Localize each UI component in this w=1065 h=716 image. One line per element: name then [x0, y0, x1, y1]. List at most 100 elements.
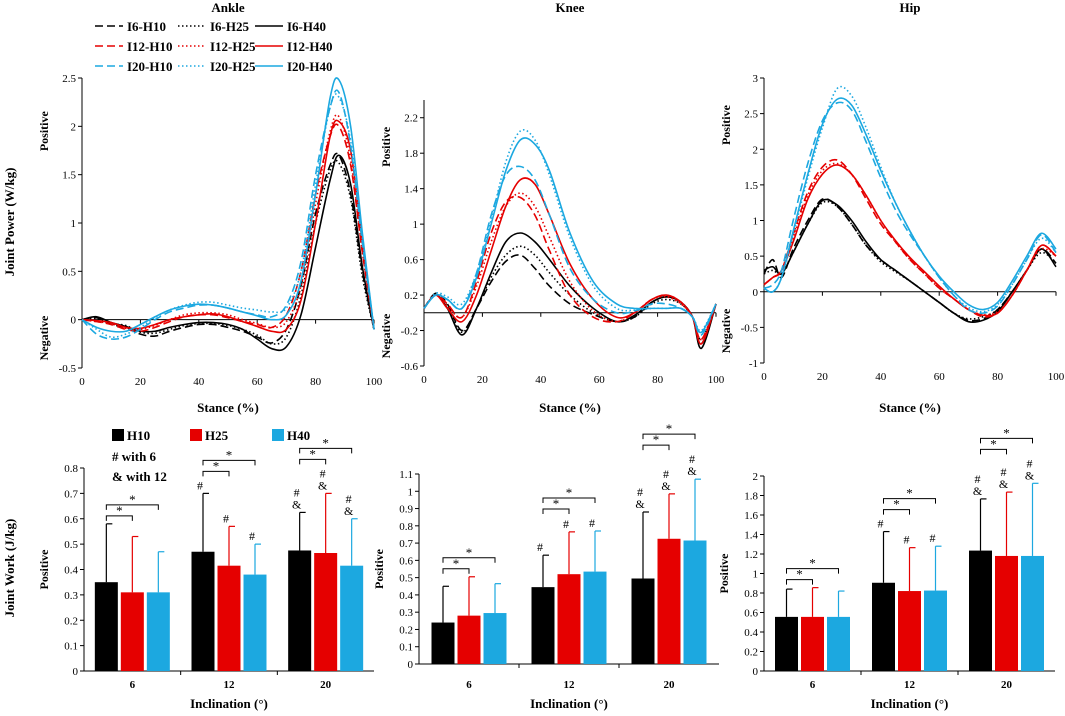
work-panel-ankle: 0 0.1 0.2 0.3 0.4 0.5 0.6 0.7 0.8 Inclination (°)… [37, 435, 374, 711]
x-tick-label: 100 [366, 376, 383, 388]
significance-mark: # [223, 511, 229, 525]
significance-bracket [980, 437, 1033, 444]
x-tick-label: 80 [992, 371, 1004, 383]
y-tick-label: 1.8 [744, 491, 758, 503]
x-axis-label: Stance (%) [539, 400, 601, 415]
category-label: 6 [130, 679, 136, 691]
bar-h10-20 [288, 550, 312, 671]
legend-label-i20-h10: I20-H10 [127, 59, 173, 74]
bar-h40-6 [827, 616, 850, 671]
y-tick-label: 0.6 [399, 555, 413, 567]
significance-mark: # [537, 540, 543, 554]
legend-label-h25: H25 [205, 428, 229, 443]
significance-mark: & [1025, 468, 1035, 482]
y-tick-label: 0.7 [64, 488, 78, 500]
series-line-i20-h10 [423, 165, 717, 336]
bar-h40-6 [483, 613, 507, 664]
y-tick-label: 2.2 [404, 113, 418, 125]
y-tick-label: 0 [753, 666, 759, 678]
y-tick-label: 0.4 [744, 627, 758, 639]
bracket-star: * [553, 496, 560, 511]
y-tick-label: 0 [71, 315, 77, 327]
significance-mark: # [197, 478, 203, 492]
significance-mark: # [589, 516, 595, 530]
x-tick-label: 40 [535, 374, 547, 386]
bracket-star: * [309, 446, 316, 461]
series-line-i20-h10 [763, 101, 1057, 315]
y-tick-label: -0.5 [741, 322, 759, 334]
category-label: 6 [810, 679, 816, 691]
significance-mark: # [1027, 456, 1033, 470]
y-tick-label: 0.8 [64, 463, 78, 475]
significance-mark: & [661, 479, 671, 493]
bar-h40-20 [683, 540, 707, 664]
category-label: 12 [564, 679, 576, 691]
significance-bracket [980, 448, 1007, 455]
y-tick-label: 1.6 [744, 510, 758, 522]
significance-bracket [883, 509, 910, 515]
y-tick-label: 1.4 [404, 184, 418, 196]
significance-bracket [883, 498, 936, 504]
negative-label: Negative [719, 308, 733, 353]
significance-bracket [642, 433, 696, 440]
bracket-star: * [1003, 425, 1010, 440]
bar-h25-6 [120, 592, 144, 671]
series-line-i6-h40 [423, 232, 717, 350]
x-tick-label: 0 [79, 376, 85, 388]
series-line-i20-h40 [763, 97, 1057, 311]
bar-h10-6 [775, 616, 798, 671]
significance-bracket [542, 497, 596, 503]
y-tick-label: 0.2 [399, 624, 413, 636]
y-tick-label: 0.5 [64, 539, 78, 551]
significance-mark: & [635, 497, 645, 511]
y-tick-label: 0.3 [399, 607, 413, 619]
y-tick-label: 1 [753, 216, 759, 228]
significance-bracket [786, 579, 813, 585]
bar-h40-20 [1021, 555, 1044, 671]
y-tick-label: -0.2 [401, 326, 418, 338]
series-line-i12-h25 [763, 162, 1057, 316]
legend-label-i20-h40: I20-H40 [287, 59, 333, 74]
x-tick-label: 0 [761, 371, 767, 383]
series-line-i12-h25 [81, 114, 375, 331]
y-tick-label: 0.1 [399, 642, 413, 654]
significance-bracket [442, 568, 470, 574]
significance-mark: # [294, 485, 300, 499]
significance-mark: # [320, 466, 326, 480]
legend-label-i12-h10: I12-H10 [127, 39, 173, 54]
bracket-star: * [566, 485, 573, 500]
figure-panels: Ankle-0.500.511.522.50 20 40 60 80 100Stance … [37, 0, 1065, 711]
x-axis-label: Stance (%) [197, 400, 259, 415]
x-tick-label: 40 [193, 376, 205, 388]
bracket-star: * [990, 436, 997, 451]
figure-shared-labels: Joint Power (W/kg) Joint Work (J/kg) [2, 168, 17, 618]
significance-mark: # [346, 492, 352, 506]
panel-title: Ankle [211, 0, 244, 15]
negative-label: Negative [37, 315, 51, 360]
bar-h25-12 [217, 565, 241, 671]
x-axis-label: Inclination (°) [530, 696, 608, 711]
y-tick-label: 1.4 [744, 530, 758, 542]
x-axis-label: Inclination (°) [190, 696, 268, 711]
significance-mark: & [344, 504, 354, 518]
positive-label: Positive [717, 553, 731, 594]
legend-note: & with 12 [112, 469, 167, 484]
series-line-i6-h40 [763, 198, 1057, 323]
bar-h25-6 [457, 615, 481, 664]
legend-label-h40: H40 [287, 428, 310, 443]
positive-label: Positive [37, 111, 51, 152]
panel-title: Knee [556, 0, 585, 15]
legend-swatch-h25 [190, 429, 202, 441]
y-tick-label: 1 [753, 569, 759, 581]
bracket-star: * [129, 492, 136, 507]
y-tick-label: 0.8 [744, 588, 758, 600]
y-tick-label: 0.2 [404, 290, 418, 302]
y-tick-label: 0.6 [744, 608, 758, 620]
bar-h40-20 [340, 565, 364, 671]
category-label: 20 [664, 679, 676, 691]
bar-h10-12 [531, 587, 555, 664]
y-tick-label: 2 [753, 471, 759, 483]
bracket-star: * [653, 432, 660, 447]
legend-label-h10: H10 [127, 428, 150, 443]
series-line-i12-h10 [763, 158, 1057, 318]
